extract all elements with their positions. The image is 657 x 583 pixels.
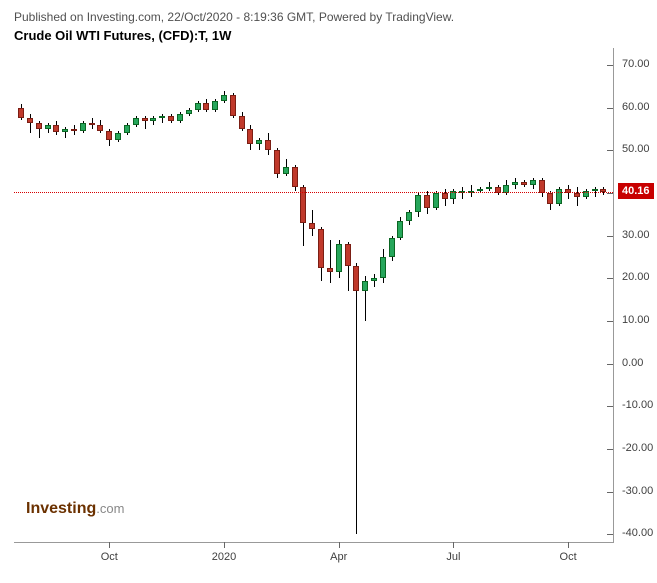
candle-up [159,116,165,118]
candle-down [106,131,112,140]
logo-suffix: .com [96,501,124,516]
candle-up [477,189,483,191]
candle-down [345,244,351,265]
candle-up [556,189,562,204]
y-axis-label: -30.00 [622,485,653,497]
candle-up [177,114,183,120]
chart-title: Crude Oil WTI Futures, (CFD):T, 1W [0,28,657,49]
candle-down [292,167,298,186]
candle-down [168,116,174,120]
candle-down [274,150,280,173]
candle-up [186,110,192,114]
candle-down [265,140,271,151]
y-axis-label: 30.00 [622,229,650,241]
investing-logo: Investing.com [26,500,124,518]
x-axis-label: 2020 [212,551,236,563]
candle-up [512,182,518,184]
candle-down [239,116,245,129]
candle-down [71,129,77,131]
y-axis-label: 10.00 [622,314,650,326]
candle-wick [356,263,357,534]
current-price-badge: 40.16 [618,183,654,199]
candle-down [521,182,527,184]
y-axis-label: 70.00 [622,58,650,70]
candle-wick [374,274,375,287]
x-axis-label: Jul [446,551,460,563]
candle-down [318,229,324,267]
y-axis-label: -10.00 [622,399,653,411]
candle-up [592,189,598,191]
candle-up [124,125,130,134]
candle-up [221,95,227,101]
x-axis-label: Oct [560,551,577,563]
candle-down [424,195,430,208]
candle-up [115,133,121,139]
candle-up [397,221,403,238]
x-axis-label: Oct [101,551,118,563]
candle-down [18,108,24,119]
candle-down [327,268,333,272]
candle-down [309,223,315,229]
attribution-line: Published on Investing.com, 22/Oct/2020 … [0,0,657,28]
candle-up [336,244,342,272]
candle-up [389,238,395,257]
candle-down [36,123,42,129]
candle-down [539,180,545,193]
candlestick-chart [14,48,614,543]
candle-down [230,95,236,116]
candle-up [283,167,289,173]
candle-down [547,193,553,204]
candle-up [212,101,218,110]
candle-up [380,257,386,278]
candle-wick [330,240,331,283]
candle-down [442,193,448,199]
candle-up [371,278,377,280]
candle-down [27,118,33,122]
y-axis-label: 50.00 [622,143,650,155]
candle-up [362,281,368,292]
candle-down [97,125,103,131]
logo-main: Investing [26,500,96,517]
candle-up [406,212,412,221]
y-axis-label: 20.00 [622,271,650,283]
candle-down [353,266,359,292]
y-axis-label: -40.00 [622,527,653,539]
candle-up [150,118,156,120]
candle-up [195,103,201,109]
candle-up [80,123,86,132]
candle-down [89,123,95,125]
candle-up [62,129,68,132]
candle-up [486,187,492,189]
candle-up [530,180,536,184]
candle-down [53,125,59,133]
candle-down [142,118,148,120]
candle-down [203,103,209,109]
candle-up [415,195,421,212]
candle-down [247,129,253,144]
candle-wick [30,114,31,133]
candle-up [133,118,139,124]
y-axis-label: 60.00 [622,101,650,113]
current-price-line [14,192,613,193]
x-axis-label: Apr [330,551,347,563]
candle-up [433,193,439,208]
y-axis-label: 0.00 [622,357,643,369]
y-axis-label: -20.00 [622,442,653,454]
candle-up [45,125,51,129]
candle-up [256,140,262,144]
candle-down [574,193,580,197]
